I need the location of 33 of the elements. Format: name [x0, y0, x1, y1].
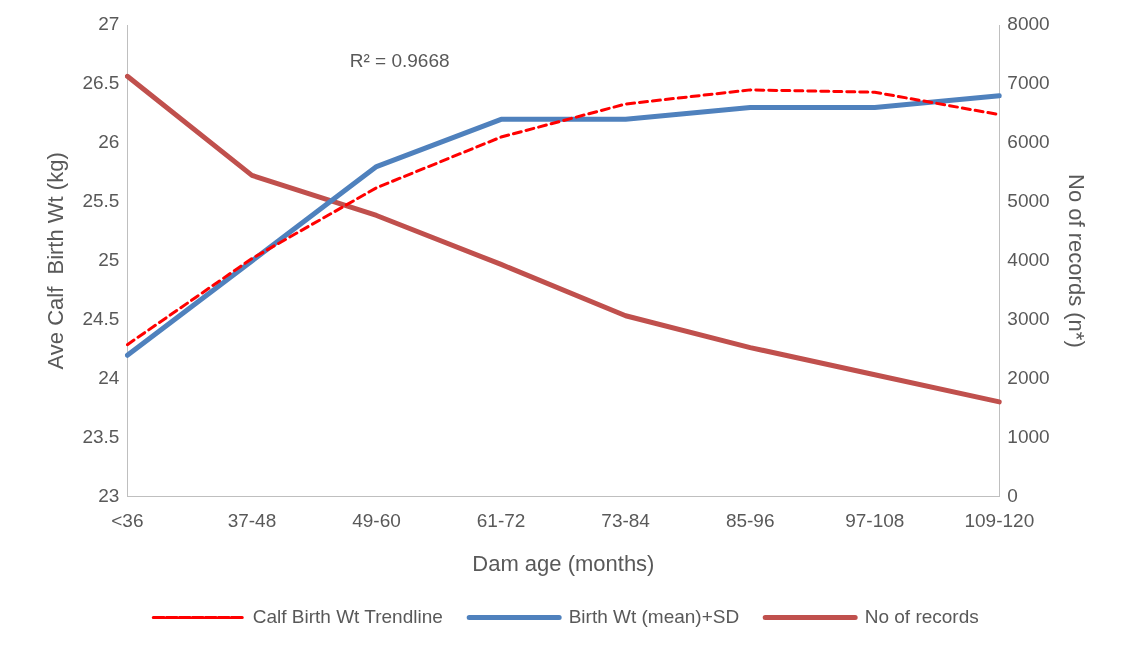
y2-axis-title: No of records (n*)	[1063, 174, 1089, 348]
y-tick-label: 23.5	[82, 426, 120, 448]
x-axis-title: Dam age (months)	[472, 550, 655, 576]
y-axis-title: Ave Calf Birth Wt (kg)	[43, 152, 69, 370]
x-tick-label: 61-72	[476, 510, 526, 532]
y2-tick-label: 5000	[1007, 190, 1050, 212]
y2-tick-label: 6000	[1007, 131, 1050, 153]
y-tick-label: 26	[98, 131, 120, 153]
x-tick-label: 85-96	[725, 510, 775, 532]
y2-tick-label: 4000	[1007, 249, 1050, 271]
legend-label: No of records	[864, 605, 979, 627]
y-tick-label: 23	[98, 485, 120, 507]
x-tick-label: 49-60	[352, 510, 401, 532]
legend-label: Calf Birth Wt Trendline	[252, 605, 443, 627]
x-tick-label: 109-120	[964, 510, 1035, 532]
annotation: R² = 0.9668	[349, 50, 450, 72]
y-tick-label: 25.5	[82, 190, 120, 212]
y-tick-label: 24.5	[82, 308, 120, 330]
y2-tick-label: 0	[1007, 485, 1018, 507]
y2-tick-label: 7000	[1007, 72, 1050, 94]
y-tick-label: 25	[98, 249, 120, 271]
y-tick-label: 24	[98, 367, 120, 389]
y2-tick-label: 2000	[1007, 367, 1050, 389]
x-tick-label: 73-84	[601, 510, 651, 532]
legend-label: Birth Wt (mean)+SD	[568, 605, 740, 627]
y2-tick-label: 1000	[1007, 426, 1050, 448]
x-tick-label: <36	[111, 510, 144, 532]
y-tick-label: 27	[98, 13, 120, 35]
y-tick-label: 26.5	[82, 72, 120, 94]
x-tick-label: 37-48	[227, 510, 277, 532]
x-tick-label: 97-108	[845, 510, 905, 532]
y2-tick-label: 8000	[1007, 13, 1050, 35]
y2-tick-label: 3000	[1007, 308, 1050, 330]
